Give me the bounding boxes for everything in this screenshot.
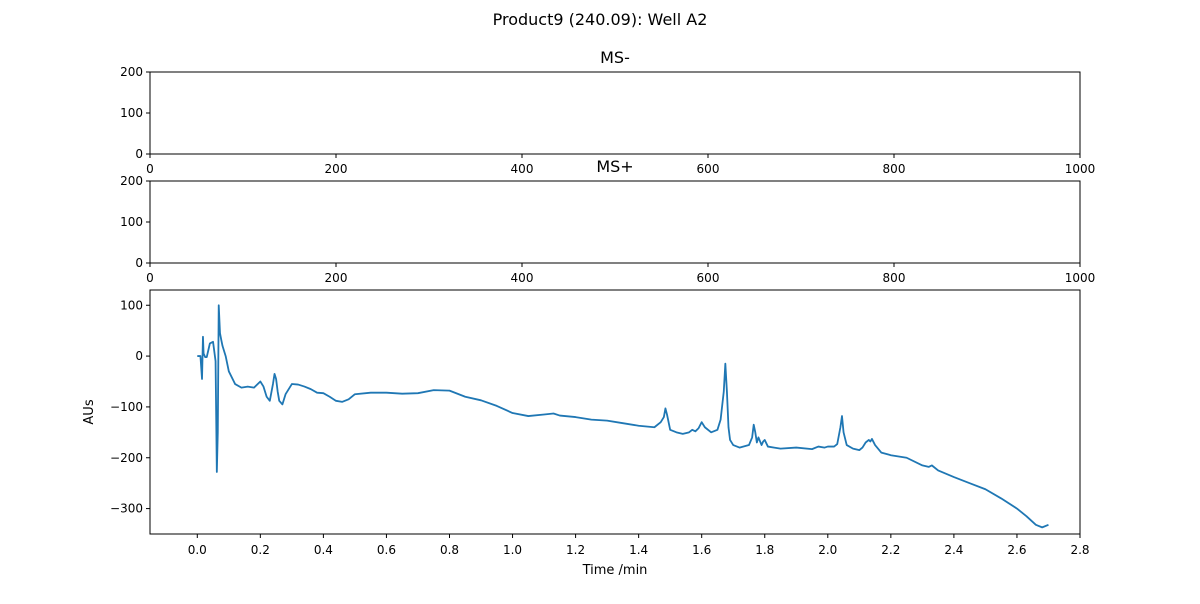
plot-frame [149, 180, 1081, 264]
x-tick-label: 1.2 [566, 543, 585, 557]
x-tick-label: 0.8 [440, 543, 459, 557]
x-tick-label: 1000 [1065, 271, 1096, 285]
y-tick-label: 0 [135, 147, 143, 161]
plot-frame [149, 71, 1081, 155]
x-tick-label: 1.0 [503, 543, 522, 557]
x-tick-label: 1.4 [629, 543, 648, 557]
chart-title: MS- [600, 48, 630, 67]
x-tick-label: 1.8 [755, 543, 774, 557]
x-tick-label: 2.6 [1007, 543, 1026, 557]
y-tick-label: 100 [120, 298, 143, 312]
x-tick-label: 0 [146, 162, 154, 176]
x-tick-label: 2.4 [944, 543, 963, 557]
x-tick-label: 600 [697, 162, 720, 176]
x-tick-label: 2.8 [1070, 543, 1089, 557]
y-tick-label: 0 [135, 349, 143, 363]
y-tick-label: −200 [110, 451, 143, 465]
figure-title: Product9 (240.09): Well A2 [492, 10, 708, 29]
x-tick-label: 2.0 [818, 543, 837, 557]
x-tick-label: 400 [511, 271, 534, 285]
y-tick-label: 0 [135, 256, 143, 270]
x-tick-label: 0.6 [377, 543, 396, 557]
x-tick-label: 2.2 [881, 543, 900, 557]
x-tick-label: 400 [511, 162, 534, 176]
chart-panel-1: MS- 0 200 400 600 800 1000 0 100 200 [120, 48, 1095, 176]
series-line-1 [197, 304, 1049, 529]
x-tick-label: 200 [325, 271, 348, 285]
x-tick-label: 0.2 [251, 543, 270, 557]
y-tick-label: −300 [110, 502, 143, 516]
chart-panel-3: 0.0 0.2 0.4 0.6 0.8 1.0 1.2 1.4 1.6 1.8 2.0 2.2 2.4 2… [82, 289, 1090, 578]
y-axis-label: AUs [82, 399, 97, 424]
y-tick-label: −100 [110, 400, 143, 414]
y-tick-label: 100 [120, 215, 143, 229]
y-tick-label: 200 [120, 174, 143, 188]
y-tick-label: 200 [120, 65, 143, 79]
x-tick-label: 1000 [1065, 162, 1096, 176]
y-tick-label: 100 [120, 106, 143, 120]
x-tick-label: 0.0 [188, 543, 207, 557]
plot-frame [149, 289, 1081, 535]
x-tick-label: 0.4 [314, 543, 333, 557]
x-tick-label: 800 [883, 271, 906, 285]
x-axis-label: Time /min [582, 563, 648, 578]
x-tick-label: 600 [697, 271, 720, 285]
x-tick-label: 200 [325, 162, 348, 176]
x-tick-label: 800 [883, 162, 906, 176]
x-tick-label: 1.6 [692, 543, 711, 557]
chart-title: MS+ [596, 157, 633, 176]
x-tick-label: 0 [146, 271, 154, 285]
